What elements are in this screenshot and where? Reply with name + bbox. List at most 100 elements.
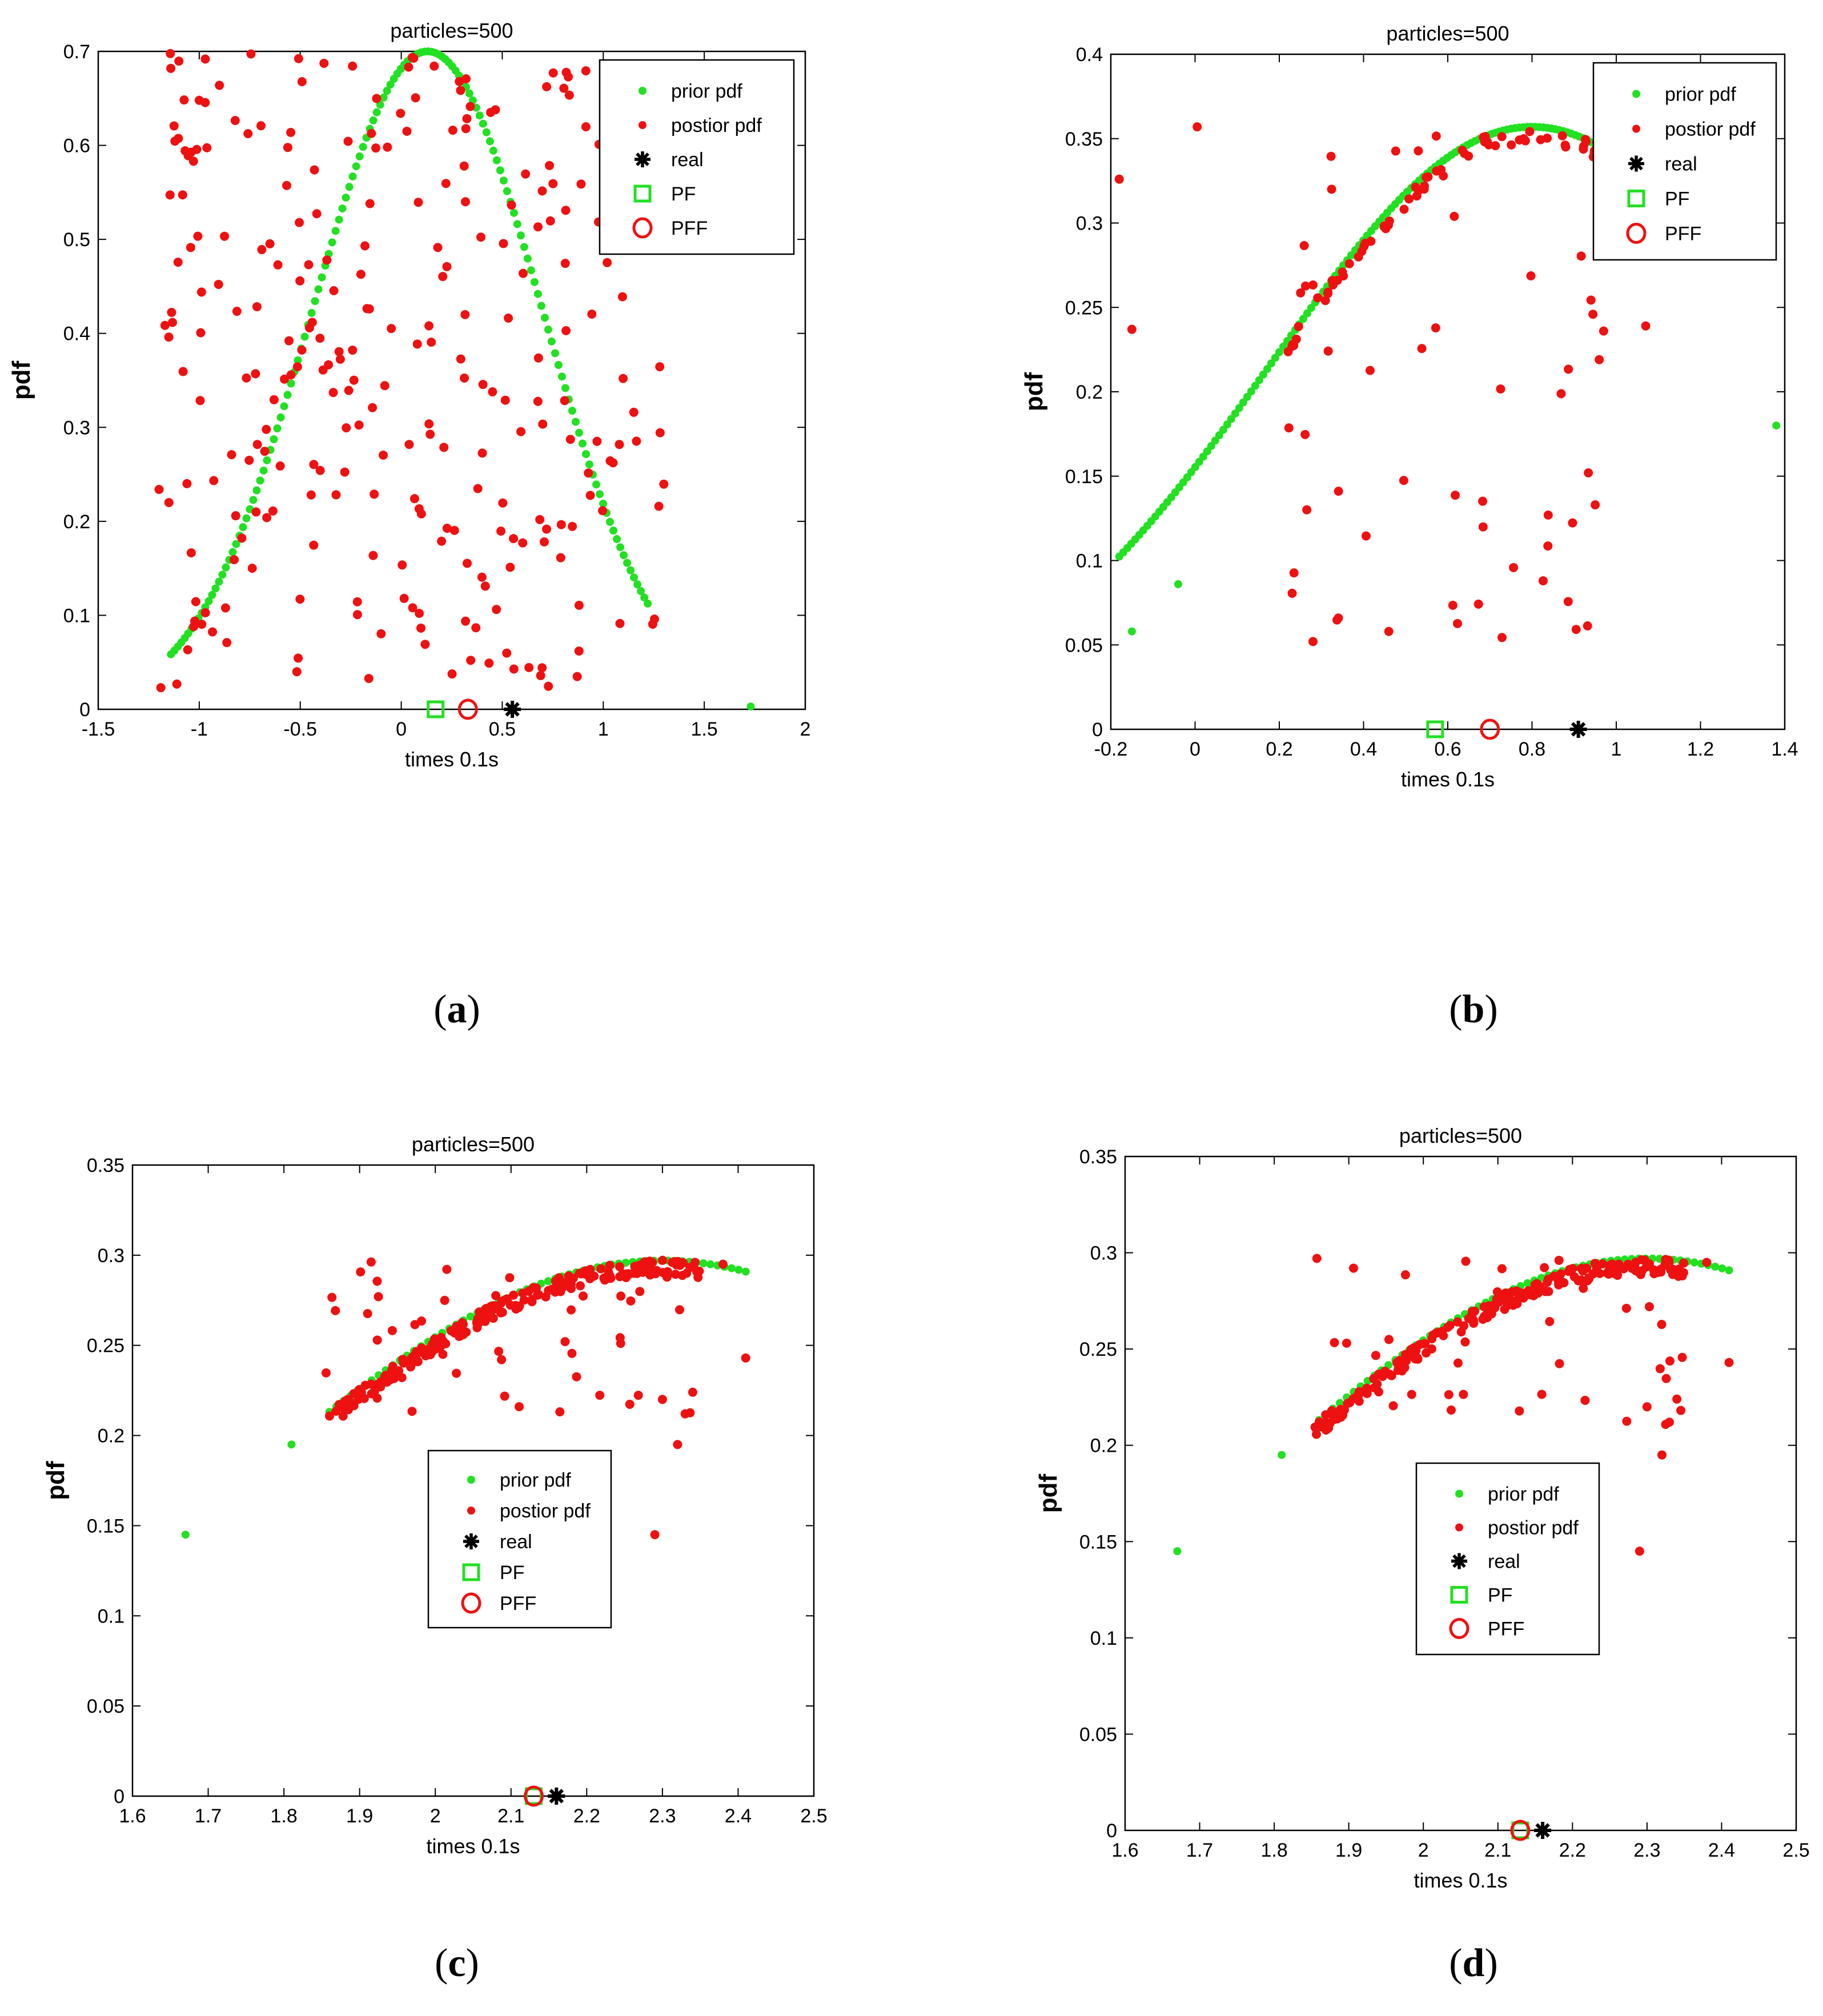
panel-d: particles=500 1.6 1.7 1.8 1.9 2 2.1 2.2 2.3 2.4 2.…: [1034, 1124, 1810, 1985]
y-tick-label: 0.3: [98, 1245, 125, 1267]
prior-point: [355, 152, 364, 160]
y-tick-label: 0.3: [1076, 213, 1103, 235]
posterior-point: [567, 1348, 577, 1358]
posterior-point: [195, 396, 205, 405]
posterior-point: [1543, 133, 1552, 143]
posterior-point: [574, 646, 584, 656]
posterior-point: [1326, 1418, 1335, 1428]
prior-point: [273, 424, 282, 433]
posterior-point: [689, 1262, 698, 1272]
x-tick-label: 1.7: [1186, 1840, 1213, 1861]
posterior-point: [1569, 1272, 1579, 1282]
panel-c: particles=500 1.6 1.7 1.8 1.9 2 2.1 2.2 2.3 2.4 2.…: [42, 1133, 828, 1985]
posterior-point: [481, 1309, 491, 1319]
posterior-point: [370, 489, 379, 499]
posterior-point: [356, 1267, 366, 1277]
posterior-point: [533, 353, 543, 363]
posterior-point: [415, 609, 424, 619]
posterior-point: [557, 1283, 567, 1293]
posterior-point: [497, 1307, 507, 1317]
prior-point: [1227, 415, 1235, 423]
prior-point: [318, 273, 326, 282]
posterior-point: [352, 610, 362, 620]
posterior-point: [340, 467, 350, 477]
posterior-point: [541, 524, 551, 534]
pf-marker: [1426, 720, 1444, 738]
posterior-point: [379, 450, 388, 460]
chart-title: particles=500: [390, 19, 513, 42]
posterior-point: [1361, 531, 1371, 541]
posterior-point: [674, 1305, 684, 1315]
posterior-point: [564, 90, 574, 100]
posterior-point: [1320, 296, 1330, 306]
posterior-point: [273, 260, 283, 270]
prior-point: [335, 215, 343, 224]
y-tick-label: 0.15: [87, 1515, 125, 1537]
posterior-point: [399, 593, 409, 603]
prior-point: [204, 597, 213, 605]
prior-point: [1173, 1547, 1182, 1556]
posterior-point: [172, 679, 182, 689]
posterior-point: [1312, 1254, 1322, 1263]
posterior-point: [1330, 1338, 1339, 1347]
legend-box: [427, 1449, 612, 1629]
legend-box: [599, 59, 795, 255]
posterior-point: [598, 506, 608, 516]
posterior-point: [1127, 324, 1137, 334]
posterior-point: [1557, 131, 1567, 140]
posterior-point: [220, 603, 230, 613]
posterior-point: [1323, 287, 1333, 297]
posterior-point: [413, 1357, 423, 1367]
y-tick-label: 0.2: [63, 511, 90, 533]
posterior-point: [585, 1270, 595, 1280]
x-tick-label: 1.8: [1260, 1840, 1287, 1861]
posterior-point: [1371, 1383, 1381, 1393]
posterior-point: [1631, 1266, 1641, 1276]
prior-point: [516, 231, 525, 240]
x-tick-label: 2.4: [725, 1805, 752, 1827]
posterior-point: [183, 645, 192, 654]
prior-point: [1239, 398, 1247, 407]
posterior-point: [222, 638, 232, 648]
y-tick-label: 0.1: [1090, 1628, 1117, 1649]
prior-point: [386, 81, 395, 89]
posterior-point: [537, 186, 547, 196]
prior-point: [520, 243, 528, 251]
y-tick-label: 0.05: [87, 1696, 125, 1717]
posterior-point: [297, 77, 307, 87]
y-tick-label: 0.4: [1076, 44, 1103, 66]
posterior-point: [242, 373, 251, 383]
legend-label: PFF: [671, 218, 708, 239]
posterior-point: [366, 1257, 376, 1267]
posterior-point: [1114, 174, 1124, 184]
posterior-point: [1676, 1405, 1686, 1415]
posterior-point: [200, 608, 210, 617]
posterior-point: [1526, 271, 1536, 280]
posterior-point: [425, 429, 435, 439]
posterior-point: [579, 1291, 588, 1301]
posterior-point: [334, 347, 344, 356]
posterior-point: [486, 107, 496, 117]
posterior-point: [1459, 1321, 1468, 1331]
posterior-point: [1492, 1287, 1502, 1297]
posterior-point: [338, 1411, 348, 1421]
y-tick-label: 0.35: [1079, 1146, 1117, 1168]
posterior-point: [533, 396, 543, 406]
posterior-point: [1641, 321, 1651, 331]
posterior-point: [1332, 275, 1342, 285]
prior-point: [1235, 404, 1243, 412]
legend-label: PFF: [1488, 1619, 1524, 1640]
prior-point: [499, 176, 508, 185]
posterior-point: [440, 1295, 449, 1305]
prior-point: [1725, 1266, 1733, 1275]
posterior-point: [1310, 1422, 1320, 1432]
posterior-point: [670, 1270, 680, 1279]
prior-point: [242, 514, 251, 523]
posterior-point: [1564, 364, 1573, 374]
prior-point: [211, 584, 220, 593]
prior-point: [513, 220, 521, 228]
posterior-point: [360, 241, 370, 251]
prior-point: [1303, 309, 1311, 318]
posterior-point: [295, 595, 305, 604]
posterior-point: [1563, 597, 1573, 607]
